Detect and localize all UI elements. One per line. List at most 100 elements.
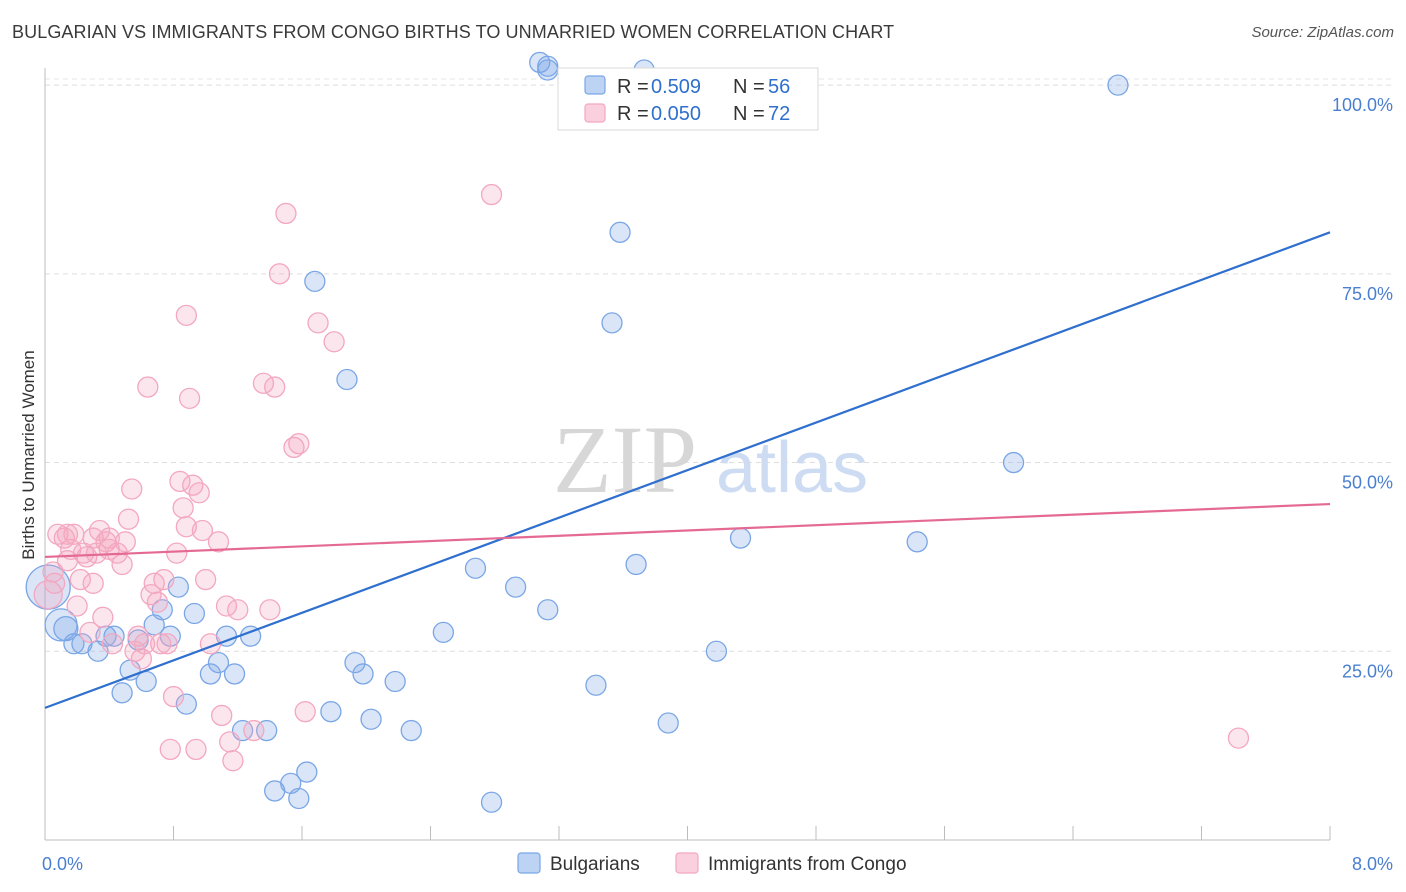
point-congo-61	[288, 433, 310, 455]
chart-title: BULGARIAN VS IMMIGRANTS FROM CONGO BIRTH…	[12, 22, 895, 42]
point-congo-58	[268, 263, 291, 285]
point-congo-12	[82, 572, 104, 594]
point-congo-48	[207, 531, 230, 553]
data-points	[25, 51, 1250, 813]
point-bulgarians-27	[288, 787, 310, 810]
point-bulgarians-28	[296, 761, 318, 783]
point-bulgarians-36	[400, 719, 422, 742]
point-bulgarians-47	[609, 221, 631, 243]
point-congo-33	[153, 568, 175, 591]
point-congo-20	[111, 553, 133, 576]
point-bulgarians-53	[906, 531, 928, 553]
point-congo-59	[275, 202, 297, 225]
legend-n-value-2: 72	[768, 103, 790, 125]
watermark: ZIP atlas	[553, 406, 868, 513]
x-tick-label-1: 8.0%	[1352, 854, 1393, 874]
legend-r-label-2: R =	[617, 103, 649, 125]
legend-swatch-congo	[584, 103, 606, 123]
point-congo-44	[188, 482, 210, 504]
point-congo-23	[121, 478, 143, 500]
point-congo-63	[307, 312, 329, 334]
legend-n-label-2: N =	[733, 103, 765, 125]
chart-source: Source: ZipAtlas.com	[1251, 24, 1394, 41]
point-bulgarians-3	[63, 633, 85, 655]
series-legend: Bulgarians Immigrants from Congo	[517, 852, 907, 875]
legend-r-value-1: 0.509	[651, 76, 701, 98]
point-congo-41	[178, 387, 201, 410]
point-bulgarians-17	[183, 602, 206, 625]
point-congo-56	[259, 599, 281, 621]
point-congo-57	[264, 376, 286, 398]
legend-n-label-1: N =	[733, 76, 765, 98]
point-congo-66	[98, 527, 120, 549]
point-congo-37	[166, 542, 188, 564]
point-bulgarians-55	[1107, 74, 1129, 96]
point-bulgarians-45	[585, 674, 607, 696]
x-tick-label-0: 0.0%	[42, 854, 83, 874]
point-congo-11	[79, 621, 101, 644]
point-congo-51	[219, 731, 241, 753]
point-bulgarians-16	[175, 693, 198, 715]
point-congo-21	[114, 531, 136, 553]
point-bulgarians-8	[111, 682, 133, 704]
point-congo-70	[1227, 727, 1250, 749]
point-bulgarians-7	[103, 625, 125, 647]
point-bulgarians-50	[657, 712, 679, 734]
point-bulgarians-38	[464, 557, 487, 579]
point-congo-31	[146, 591, 169, 613]
point-bulgarians-41	[537, 599, 559, 621]
point-bulgarians-24	[256, 719, 278, 742]
point-congo-18	[101, 633, 124, 655]
point-congo-49	[211, 704, 233, 727]
point-congo-54	[243, 719, 265, 742]
point-bulgarians-18	[199, 663, 222, 685]
point-bulgarians-33	[352, 663, 374, 685]
point-congo-68	[82, 527, 104, 549]
point-bulgarians-51	[705, 640, 728, 662]
point-bulgarians-21	[223, 663, 246, 685]
point-congo-69	[480, 183, 503, 206]
y-tick-label-0: 25.0%	[1342, 661, 1393, 681]
bottom-legend-label-bulgarians: Bulgarians	[550, 854, 640, 875]
bottom-legend-swatch-bulgarians	[517, 852, 541, 874]
watermark-zip: ZIP	[553, 406, 697, 513]
point-bulgarians-54	[1002, 451, 1025, 474]
point-congo-27	[133, 633, 156, 655]
point-congo-40	[175, 516, 198, 538]
point-congo-55	[252, 372, 275, 394]
watermark-atlas: atlas	[716, 428, 868, 508]
point-bulgarians-11	[135, 670, 157, 693]
point-congo-62	[294, 701, 316, 723]
trend-line-congo	[44, 502, 1331, 559]
point-bulgarians-2	[53, 615, 79, 642]
legend-r-label-1: R =	[617, 76, 649, 98]
point-congo-52	[222, 750, 244, 772]
point-congo-28	[137, 376, 159, 398]
point-congo-39	[172, 497, 194, 519]
point-congo-65	[175, 304, 198, 326]
legend-n-value-1: 56	[768, 76, 790, 98]
point-bulgarians-48	[625, 553, 647, 576]
point-congo-34	[156, 633, 178, 655]
point-bulgarians-35	[384, 670, 406, 693]
y-tick-label-3: 100.0%	[1332, 95, 1393, 115]
point-congo-71	[43, 572, 66, 594]
point-congo-35	[159, 738, 181, 761]
y-tick-label-2: 75.0%	[1342, 284, 1393, 304]
point-bulgarians-52	[729, 527, 752, 549]
y-axis-label: Births to Unmarried Women	[19, 350, 38, 559]
bottom-legend-label-congo: Immigrants from Congo	[708, 854, 907, 875]
point-congo-32	[149, 633, 172, 655]
point-congo-53	[227, 599, 249, 621]
gridlines	[45, 78, 1392, 652]
point-bulgarians-46	[601, 312, 623, 334]
trend-line-bulgarians	[44, 231, 1331, 709]
point-congo-36	[162, 685, 185, 708]
point-bulgarians-30	[320, 701, 342, 723]
point-congo-1	[42, 561, 64, 583]
point-bulgarians-37	[432, 621, 455, 644]
point-bulgarians-44	[537, 55, 559, 77]
point-congo-15	[92, 606, 114, 628]
point-bulgarians-32	[344, 651, 366, 674]
